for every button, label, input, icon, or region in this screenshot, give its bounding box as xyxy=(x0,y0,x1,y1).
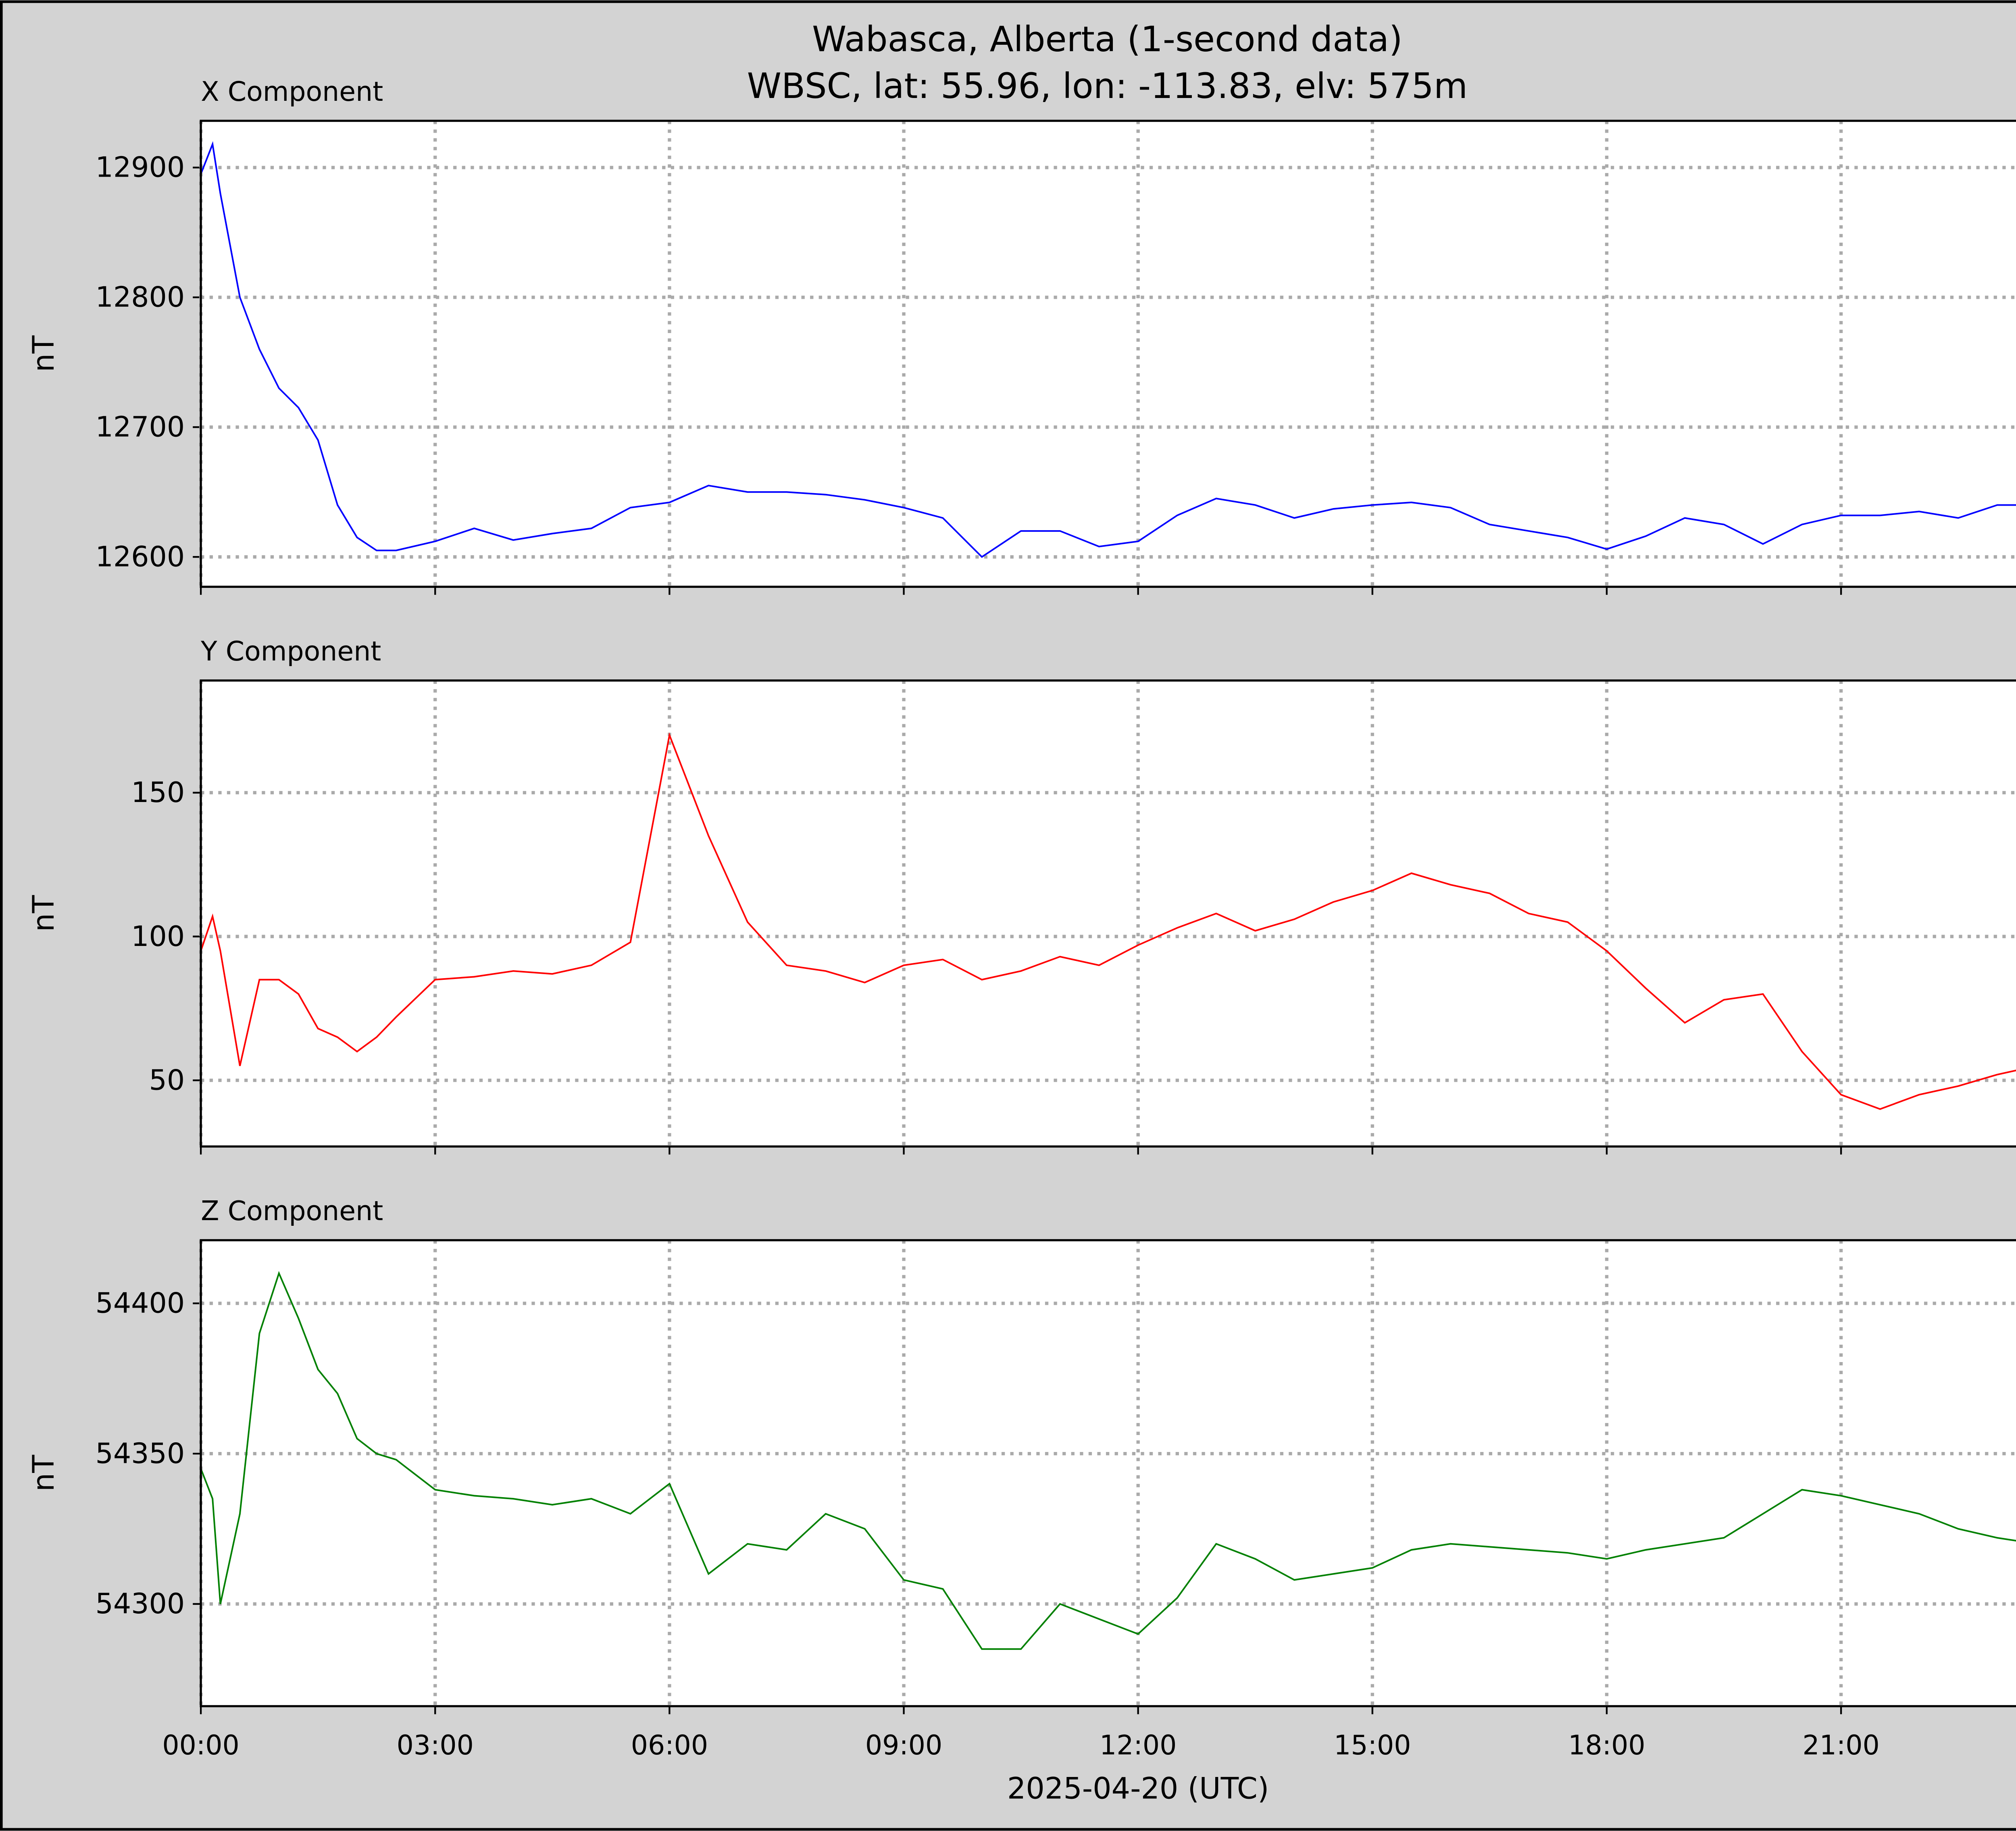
y-tick-label: 12600 xyxy=(95,540,185,573)
x-tick-label: 03:00 xyxy=(397,1729,474,1761)
y-axis-label: nT xyxy=(27,335,61,372)
y-axis-label: nT xyxy=(27,895,61,932)
x-tick-label: 09:00 xyxy=(865,1729,942,1761)
data-line xyxy=(200,141,2016,558)
x-tick-label: 00:00 xyxy=(162,1729,239,1761)
plot-area xyxy=(201,680,2016,1147)
x-axis-label: 2025-04-20 (UTC) xyxy=(1007,1772,1269,1806)
plot-frame xyxy=(200,119,2016,588)
x-tick-label: 18:00 xyxy=(1568,1729,1645,1761)
data-line xyxy=(200,1271,2016,1650)
y-tick-label: 54400 xyxy=(95,1287,185,1320)
plot-area xyxy=(201,1240,2016,1706)
x-tick-label: 06:00 xyxy=(631,1729,708,1761)
y-tick-label: 12800 xyxy=(95,281,185,314)
y-tick-label: 50 xyxy=(149,1064,185,1097)
panel-title: Y Component xyxy=(200,635,381,667)
panel-title: X Component xyxy=(201,76,383,107)
panel-title: Z Component xyxy=(201,1195,383,1227)
plot-frame xyxy=(200,1239,2016,1708)
figure-subtitle: WBSC, lat: 55.96, lon: -113.83, elv: 575… xyxy=(747,66,1468,106)
plot-area xyxy=(201,121,2016,587)
x-tick-label: 21:00 xyxy=(1802,1729,1879,1761)
y-tick-label: 54300 xyxy=(95,1587,185,1620)
x-tick-label: 12:00 xyxy=(1100,1729,1177,1761)
y-tick-label: 100 xyxy=(131,920,185,953)
y-tick-label: 54350 xyxy=(95,1437,185,1470)
y-tick-label: 12900 xyxy=(95,151,185,184)
x-tick-label: 15:00 xyxy=(1334,1729,1411,1761)
y-tick-label: 12700 xyxy=(95,411,185,444)
y-axis-label: nT xyxy=(27,1455,61,1491)
plot-frame xyxy=(200,679,2016,1148)
figure-title: Wabasca, Alberta (1-second data) xyxy=(812,19,1403,60)
data-line xyxy=(200,732,2016,1110)
y-tick-label: 150 xyxy=(131,776,185,809)
